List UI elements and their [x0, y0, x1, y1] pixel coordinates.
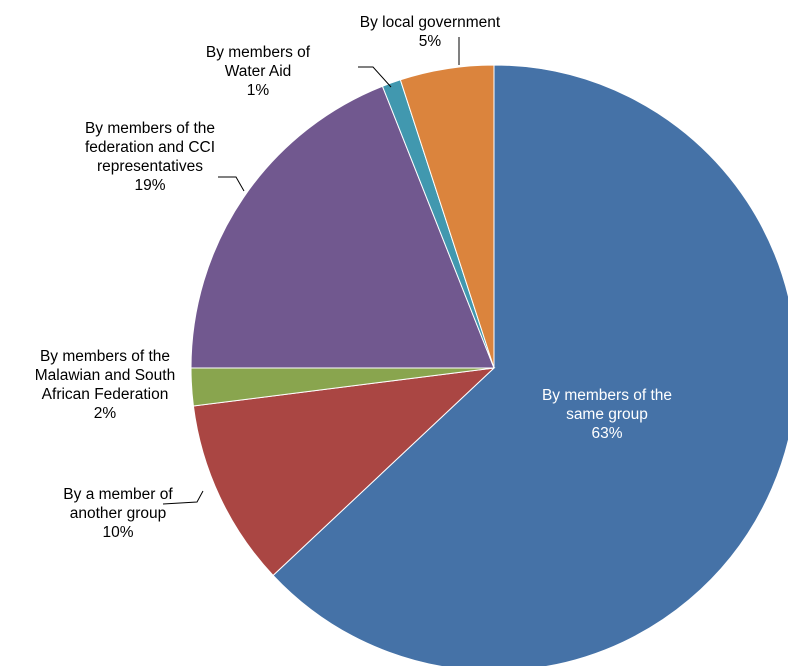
slice-label-line: African Federation — [42, 386, 169, 403]
slice-label-4: By members of Water Aid 1% — [206, 44, 311, 99]
leader-lines — [162, 37, 460, 505]
slice-label-line: representatives — [97, 158, 203, 175]
slice-label-line: By members of the — [85, 120, 215, 137]
slice-label-line: Water Aid — [225, 63, 292, 80]
slice-label-5: By local government 5% — [360, 14, 501, 50]
slice-value-label: 10% — [102, 524, 133, 541]
leader-line-4 — [358, 66, 392, 88]
leader-line-1 — [162, 490, 204, 505]
slice-label-3: By members of the federation and CCI repre… — [85, 120, 215, 194]
slice-value-label: 2% — [94, 405, 117, 422]
slice-labels: By members of the same group 63% By a membe… — [35, 14, 672, 541]
slice-label-0: By members of the same group 63% — [542, 387, 672, 442]
slice-label-line: By members of — [206, 44, 311, 61]
slice-label-line: federation and CCI — [85, 139, 215, 156]
slice-label-line: another group — [70, 505, 167, 522]
slice-value-label: 1% — [247, 82, 270, 99]
slice-value-label: 63% — [591, 425, 622, 442]
leader-line-3 — [218, 176, 245, 192]
pie-slice-1 — [192, 367, 496, 577]
pie-slices — [190, 64, 788, 666]
slice-label-line: Malawian and South — [35, 367, 175, 384]
slice-label-line: By local government — [360, 14, 501, 31]
slice-label-line: By members of the — [542, 387, 672, 404]
pie-slice-3 — [190, 85, 495, 369]
slice-label-line: By a member of — [63, 486, 173, 503]
pie-slice-0 — [272, 64, 788, 666]
slice-label-2: By members of the Malawian and South Afric… — [35, 348, 175, 422]
slice-value-label: 19% — [134, 177, 165, 194]
slice-value-label: 5% — [419, 33, 442, 50]
slice-label-line: By members of the — [40, 348, 170, 365]
slice-label-1: By a member of another group 10% — [63, 486, 173, 541]
pie-slice-5 — [399, 64, 495, 369]
slice-label-line: same group — [566, 406, 648, 423]
